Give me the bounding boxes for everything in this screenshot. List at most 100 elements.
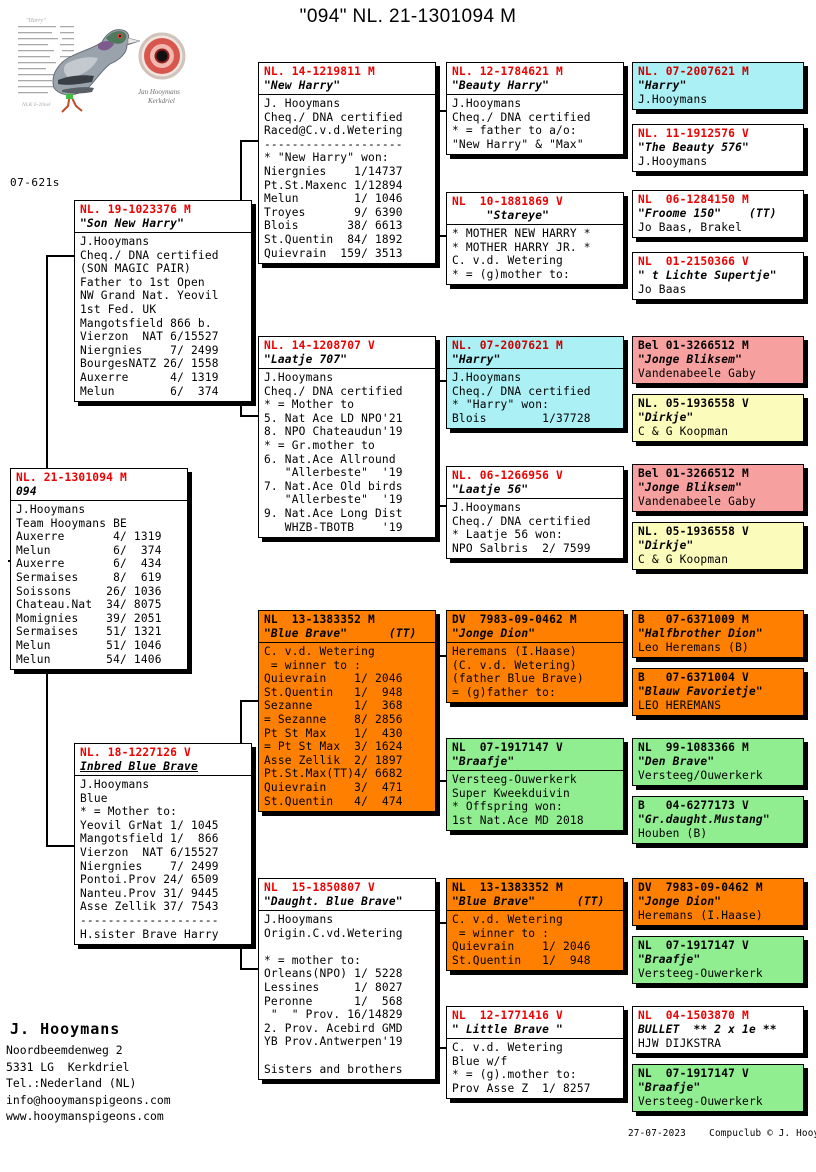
pedigree-card-ff[interactable]: NL. 14-1219811 M "New Harry" J. Hooymans… <box>258 62 436 265</box>
pedigree-card-g4-6-top[interactable]: NL 99-1083366 M "Den Brave" Versteeg/Ouwe… <box>632 738 804 787</box>
card-divider <box>75 232 251 233</box>
card-owner: Houben (B) <box>638 826 708 840</box>
card-ring-number: NL 06-1284150 M <box>638 193 749 206</box>
pedigree-card-subject[interactable]: NL. 21-1301094 M 094 J.Hooymans Team Hoo… <box>10 468 188 671</box>
pedigree-card-mmf[interactable]: NL 13-1383352 M "Blue Brave" (TT) C. v.d… <box>446 878 624 972</box>
card-divider <box>447 642 623 643</box>
card-ring-number: NL 15-1850807 V <box>264 881 375 894</box>
card-divider <box>447 94 623 95</box>
connector-dam-to-mm <box>240 968 258 970</box>
card-bird-name: "Beauty Harry" <box>452 79 550 92</box>
card-bird-name: Inbred Blue Brave <box>80 760 198 773</box>
pedigree-card-mf[interactable]: NL 13-1383352 M "Blue Brave" (TT) C. v.d… <box>258 610 436 813</box>
card-ring-number: NL. 05-1936558 V <box>638 397 749 410</box>
connector-ff-to-ffm <box>430 235 446 237</box>
pedigree-card-g4-5-bottom[interactable]: B 07-6371004 V "Blauw Favorietje" LEO HER… <box>632 668 804 717</box>
card-bird-name: "Braafje" <box>638 953 701 966</box>
pedigree-card-mm[interactable]: NL 15-1850807 V "Daught. Blue Brave" J.H… <box>258 878 436 1081</box>
card-ring-number: NL 07-1917147 V <box>638 939 749 952</box>
pedigree-card-g4-2-bottom[interactable]: NL 01-2150366 V " t Lichte Supertje" Jo B… <box>632 252 804 301</box>
card-details: J.Hooymans Cheq./ DNA certified (SON MAG… <box>80 235 219 398</box>
pedigree-card-g4-4-top[interactable]: Bel 01-3266512 M "Jonge Bliksem" Vandenab… <box>632 464 804 513</box>
card-details: "Jonge Bliksem" Vandenabeele Gaby <box>633 352 803 383</box>
connector-fm-to-fmf <box>430 380 446 382</box>
card-details: J.Hooymans Blue * = Mother to: Yeovil Gr… <box>80 778 219 941</box>
pedigree-card-dam[interactable]: NL. 18-1227126 V Inbred Blue Brave J.Hoo… <box>74 743 252 946</box>
card-ring-number: NL. 07-2007621 M <box>638 65 749 78</box>
pedigree-card-g4-8-bottom[interactable]: NL 07-1917147 V "Braafje" Versteeg-Ouwerk… <box>632 1064 804 1113</box>
sheet-serial: 07-621s <box>10 176 60 189</box>
svg-text:Kerkdriel: Kerkdriel <box>147 97 175 105</box>
card-details: "Harry" J.Hooymans <box>633 78 803 109</box>
card-owner: C & G Koopman <box>638 424 729 438</box>
card-ring-number: NL 13-1383352 M <box>264 613 375 626</box>
connector-mf-to-mff <box>430 655 446 657</box>
pedigree-card-mmm[interactable]: NL 12-1771416 V " Little Brave " C. v.d.… <box>446 1006 624 1100</box>
card-details: J.Hooymans Origin.C.vd.Wetering * = moth… <box>264 913 403 1076</box>
pedigree-card-ffm[interactable]: NL 10-1881869 V "Stareye" * MOTHER NEW H… <box>446 192 624 286</box>
pedigree-card-g4-7-bottom[interactable]: NL 07-1917147 V "Braafje" Versteeg-Ouwerk… <box>632 936 804 985</box>
svg-text:"Harry": "Harry" <box>26 18 46 24</box>
pedigree-card-g4-3-bottom[interactable]: NL. 05-1936558 V "Dirkje" C & G Koopman <box>632 394 804 443</box>
card-divider <box>447 770 623 771</box>
card-bird-name: "Blauw Favorietje" <box>638 685 763 698</box>
card-details: "Blauw Favorietje" LEO HEREMANS <box>633 684 803 715</box>
connector-subject-vertical <box>46 255 48 625</box>
pedigree-card-g4-1-bottom[interactable]: NL. 11-1912576 V "The Beauty 576" J.Hooym… <box>632 124 804 173</box>
pedigree-card-fmf[interactable]: NL. 07-2007621 M "Harry" J.Hooymans Cheq… <box>446 336 624 430</box>
card-details: BULLET ** 2 x 1e ** HJW DIJKSTRA <box>633 1022 803 1053</box>
card-ring-number: NL 07-1917147 V <box>638 1067 749 1080</box>
pigeon-illustration-svg: "Harry" NLK 6-20nel <box>18 18 186 113</box>
pedigree-card-mfm[interactable]: NL 07-1917147 V "Braafje" Versteeg-Ouwer… <box>446 738 624 832</box>
card-owner: Versteeg/Ouwerkerk <box>638 768 763 782</box>
connector-subject-vertical-2 <box>46 625 48 845</box>
card-owner: Vandenabeele Gaby <box>638 494 756 508</box>
pedigree-card-g4-8-top[interactable]: NL 04-1503870 M BULLET ** 2 x 1e ** HJW D… <box>632 1006 804 1055</box>
pedigree-card-g4-2-top[interactable]: NL 06-1284150 M "Froome 150" (TT) Jo Baas… <box>632 190 804 239</box>
pedigree-card-fm[interactable]: NL. 14-1208707 V "Laatje 707" J.Hooymans… <box>258 336 436 539</box>
card-ring-number: NL. 21-1301094 M <box>16 471 127 484</box>
card-ring-number: B 07-6371009 M <box>638 613 749 626</box>
card-ring-number: NL. 06-1266956 V <box>452 469 563 482</box>
card-bird-name: 094 <box>16 485 37 498</box>
svg-text:NLK 6-20nel: NLK 6-20nel <box>21 102 51 108</box>
pedigree-card-g4-1-top[interactable]: NL. 07-2007621 M "Harry" J.Hooymans <box>632 62 804 111</box>
card-owner: Versteeg-Ouwerkerk <box>638 1094 763 1108</box>
card-owner: Heremans (I.Haase) <box>638 908 763 922</box>
card-bird-name: "Blue Brave" (TT) <box>452 895 605 908</box>
pedigree-card-g4-4-bottom[interactable]: NL. 05-1936558 V "Dirkje" C & G Koopman <box>632 522 804 571</box>
connector-fm-to-fmm <box>430 505 446 507</box>
card-bird-name: "New Harry" <box>264 79 341 92</box>
card-bird-name: "Froome 150" (TT) <box>638 207 777 220</box>
pedigree-card-mff[interactable]: DV 7983-09-0462 M "Jonge Dion" Heremans … <box>446 610 624 704</box>
card-bird-name: "Daught. Blue Brave" <box>264 895 403 908</box>
pigeon-logo: "Harry" NLK 6-20nel <box>10 8 220 128</box>
card-bird-name: "Harry" <box>452 353 501 366</box>
card-ring-number: NL. 14-1208707 V <box>264 339 375 352</box>
pedigree-card-g4-3-top[interactable]: Bel 01-3266512 M "Jonge Bliksem" Vandenab… <box>632 336 804 385</box>
card-details: * MOTHER NEW HARRY * * MOTHER HARRY JR. … <box>452 227 591 281</box>
card-details: J.Hooymans Cheq./ DNA certified * Laatje… <box>452 501 591 555</box>
card-bird-name: "Son New Harry" <box>80 217 185 230</box>
card-owner: J.Hooymans <box>638 154 708 168</box>
pedigree-card-g4-5-top[interactable]: B 07-6371009 M "Halfbrother Dion" Leo Her… <box>632 610 804 659</box>
card-details: "The Beauty 576" J.Hooymans <box>633 140 803 171</box>
card-ring-number: Bel 01-3266512 M <box>638 467 749 480</box>
card-ring-number: NL. 11-1912576 V <box>638 127 749 140</box>
card-details: J. Hooymans Cheq./ DNA certified Raced@C… <box>264 97 403 260</box>
card-ring-number: NL. 19-1023376 M <box>80 203 191 216</box>
card-bird-name: "Laatje 707" <box>264 353 348 366</box>
pedigree-card-g4-6-bottom[interactable]: B 04-6277173 V "Gr.daught.Mustang" Houben… <box>632 796 804 845</box>
pedigree-card-fff[interactable]: NL. 12-1784621 M "Beauty Harry" J.Hooyma… <box>446 62 624 156</box>
card-bird-name: "Braafje" <box>452 755 515 768</box>
print-credit: 27-07-2023 Compuclub © J. Hooymans <box>628 1128 816 1139</box>
pedigree-card-sire[interactable]: NL. 19-1023376 M "Son New Harry" J.Hooym… <box>74 200 252 403</box>
svg-text:Jan Hooymans: Jan Hooymans <box>138 88 180 96</box>
pedigree-card-fmm[interactable]: NL. 06-1266956 V "Laatje 56" J.Hooymans … <box>446 466 624 560</box>
pedigree-card-g4-7-top[interactable]: DV 7983-09-0462 M "Jonge Dion" Heremans (… <box>632 878 804 927</box>
connector-subject-to-dam <box>46 845 74 847</box>
card-divider <box>259 642 435 643</box>
card-ring-number: DV 7983-09-0462 M <box>638 881 763 894</box>
connector-mm-to-mmf <box>430 922 446 924</box>
card-ring-number: NL 01-2150366 V <box>638 255 749 268</box>
